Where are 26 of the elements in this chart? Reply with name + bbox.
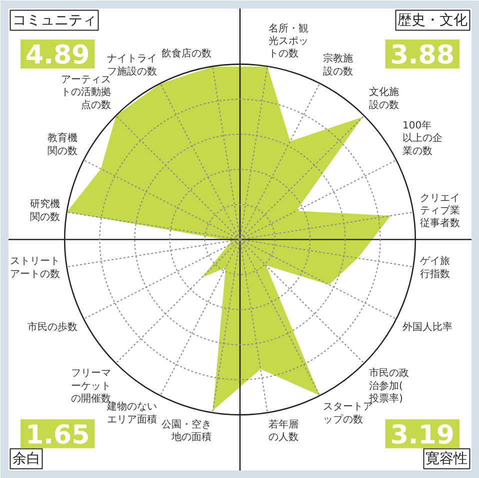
text: 4.89 xyxy=(26,40,90,70)
spoke-label: 100年以上の企業の数 xyxy=(402,120,443,157)
spoke-label: クリエイティブ業従事者数 xyxy=(420,192,460,230)
spoke-label: 文化施設の数 xyxy=(368,86,399,111)
spoke-label: スタートアップの数 xyxy=(322,402,373,426)
spoke-label: 市民の歩数 xyxy=(27,321,78,334)
text: 歴史・文化 xyxy=(398,12,468,28)
spoke-label: アーティストの活動拠点の数 xyxy=(61,74,112,111)
spoke-label: 若年層の人数 xyxy=(268,418,299,443)
spoke-label: 研究機関の数 xyxy=(30,198,60,223)
text: 3.88 xyxy=(390,40,454,70)
spoke-label: 建物のないエリア面積 xyxy=(106,400,158,426)
spoke-label: 飲食店の数 xyxy=(161,48,212,60)
spoke-label: 外国人比率 xyxy=(402,321,453,334)
text: コミュニティ xyxy=(12,12,96,28)
spoke-label: 教育機関の数 xyxy=(47,132,78,157)
text: 寛容性 xyxy=(426,450,468,467)
spoke-label: ゲイ旅行指数 xyxy=(420,255,450,280)
spoke-label: 名所・観光スポットの数 xyxy=(268,22,309,60)
spoke-label: ストリートアートの数 xyxy=(10,256,60,280)
spoke-label: 公園・空き地の面積 xyxy=(161,418,212,443)
text: 余白 xyxy=(12,450,40,467)
spoke-label: 宗教施設の数 xyxy=(322,52,353,78)
text: 1.65 xyxy=(26,420,90,450)
spoke-label: ナイトライフ施設の数 xyxy=(107,54,158,78)
text: 3.19 xyxy=(390,420,454,450)
